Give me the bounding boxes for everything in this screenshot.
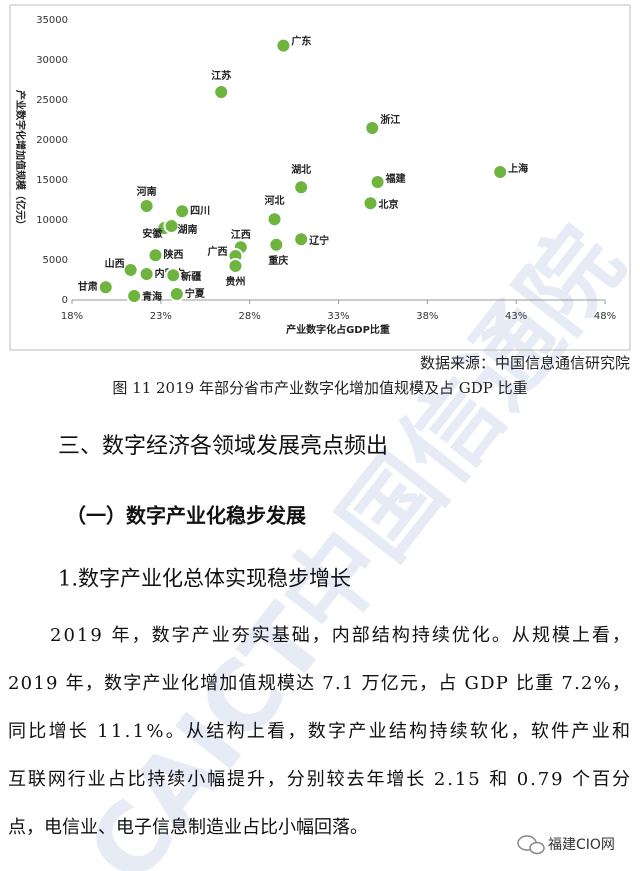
x-axis-label: 产业数字化占GDP比重 [286, 323, 390, 336]
paragraph-line: 点，电信业、电子信息制造业占比小幅回落。 [8, 817, 368, 838]
point [492, 164, 509, 180]
point-label: 辽宁 [309, 234, 329, 247]
x-tick-label: 33% [327, 311, 349, 322]
point-label: 宁夏 [185, 287, 206, 300]
point-label: 新疆 [181, 270, 201, 283]
point [138, 198, 155, 214]
heading: （一）数字产业化稳步发展 [66, 504, 306, 528]
point [227, 258, 244, 274]
y-tick-label: 15000 [36, 175, 68, 186]
brand: 福建CIO网 [548, 837, 615, 853]
point-label: 湖北 [291, 163, 311, 176]
point [369, 174, 386, 190]
point [138, 266, 155, 282]
point-label: 安徽 [142, 227, 163, 240]
point [293, 231, 310, 248]
y-tick-label: 0 [62, 295, 68, 306]
point-label: 江西 [231, 228, 251, 241]
paragraph-line: 2019 年，数字产业夯实基础，内部结构持续优化。从规模上看， [50, 625, 630, 646]
paragraph-line: 2019 年，数字产业化增加值规模达 7.1 万亿元，占 GDP 比重 7.2%… [8, 673, 630, 694]
point-label: 山西 [105, 257, 125, 270]
x-tick-label: 43% [505, 311, 527, 322]
point-label: 河南 [137, 185, 157, 198]
point [122, 262, 139, 278]
point-label: 江苏 [211, 69, 231, 82]
y-tick-label: 25000 [36, 95, 68, 106]
point [97, 279, 114, 296]
point-label: 湖南 [177, 223, 197, 236]
point-label: 河北 [265, 194, 285, 207]
point-label: 四川 [190, 205, 210, 217]
point-label: 浙江 [380, 113, 400, 126]
chart-frame [9, 4, 631, 351]
point-label: 福建 [385, 172, 407, 185]
paragraph-line: 同比增长 11.1%。从结构上看，数字产业结构持续软化，软件产业和 [8, 721, 630, 742]
heading: 三、数字经济各领域发展亮点频出 [58, 434, 388, 459]
y-tick-label: 5000 [43, 255, 68, 266]
caption: 图 11 2019 年部分省市产业数字化增加值规模及占 GDP 比重 [112, 379, 527, 397]
point [266, 211, 283, 228]
point-label: 贵州 [225, 275, 245, 288]
heading: 1.数字产业化总体实现稳步增长 [58, 567, 351, 591]
point [362, 195, 379, 212]
point [163, 218, 180, 234]
point [168, 286, 185, 302]
point-label: 北京 [378, 198, 398, 211]
point [126, 288, 143, 304]
x-tick-label: 23% [150, 311, 172, 322]
y-tick-label: 30000 [36, 55, 68, 66]
point [165, 267, 182, 284]
point [174, 203, 191, 220]
point-label: 广东 [291, 35, 311, 48]
source: 数据来源：中国信息通信研究院 [420, 354, 630, 372]
point-label: 甘肃 [78, 280, 98, 293]
x-tick-label: 38% [416, 311, 438, 322]
point [213, 84, 230, 100]
point [275, 37, 292, 54]
x-tick-label: 48% [594, 311, 616, 322]
point [293, 179, 310, 196]
y-tick-label: 35000 [36, 15, 68, 26]
point [268, 236, 285, 253]
x-tick-label: 18% [61, 311, 83, 322]
point [147, 247, 164, 264]
y-tick-label: 10000 [36, 215, 68, 226]
point-label: 重庆 [268, 254, 288, 267]
paragraph-line: 互联网行业占比持续小幅提升，分别较去年增长 2.15 和 0.79 个百分 [8, 769, 630, 790]
point-label: 陕西 [164, 248, 184, 261]
point-label: 上海 [508, 162, 528, 175]
y-tick-label: 20000 [36, 135, 68, 146]
point-label: 青海 [142, 290, 162, 303]
point [364, 120, 381, 136]
y-axis-label: 产业数字化增加值规模（亿元） [14, 90, 27, 230]
x-tick-label: 28% [239, 311, 261, 322]
brand-icon [517, 835, 545, 855]
point-label: 广西 [207, 245, 227, 258]
